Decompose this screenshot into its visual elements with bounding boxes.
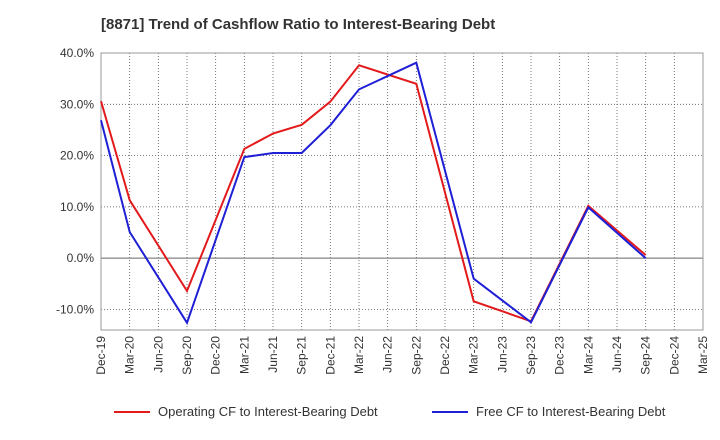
x-tick-label: Mar-20 (123, 336, 137, 374)
x-tick-label: Mar-24 (581, 336, 595, 374)
series-line-free-cf (100, 61, 647, 326)
legend-label-free-cf: Free CF to Interest-Bearing Debt (476, 404, 666, 419)
x-tick-label: Dec-19 (94, 336, 108, 375)
legend-swatch-free-cf (432, 410, 468, 413)
x-tick-label: Dec-23 (553, 336, 567, 375)
x-tick-label: Dec-20 (209, 336, 223, 375)
series-line-operating-cf (100, 64, 647, 323)
x-tick-label: Dec-21 (323, 336, 337, 375)
series-layer (100, 61, 647, 326)
x-tick-label: Jun-23 (495, 336, 509, 373)
x-tick-label: Sep-20 (180, 336, 194, 375)
y-tick-label: -10.0% (56, 302, 94, 316)
y-tick-label: 10.0% (60, 200, 94, 214)
x-tick-label: Jun-22 (381, 336, 395, 373)
x-tick-label: Mar-21 (237, 336, 251, 374)
x-tick-label: Mar-23 (467, 336, 481, 374)
grid-layer (101, 52, 703, 330)
legend-item-free-cf: Free CF to Interest-Bearing Debt (432, 404, 665, 419)
x-tick-label: Sep-23 (524, 336, 538, 375)
y-tick-label: 30.0% (60, 97, 94, 111)
x-tick-label: Dec-22 (438, 336, 452, 375)
y-tick-label: 40.0% (60, 46, 94, 60)
chart-title: [8871] Trend of Cashflow Ratio to Intere… (101, 16, 496, 33)
legend-label-operating-cf: Operating CF to Interest-Bearing Debt (158, 404, 378, 419)
y-tick-labels: -10.0% 0.0% 10.0% 20.0% 30.0% 40.0% (56, 46, 94, 316)
y-tick-label: 20.0% (60, 149, 94, 163)
x-tick-label: Dec-24 (667, 336, 681, 375)
legend-item-operating-cf: Operating CF to Interest-Bearing Debt (114, 404, 378, 419)
axis-layer (100, 52, 704, 331)
x-tick-label: Sep-24 (639, 336, 653, 375)
x-tick-label: Jun-24 (610, 336, 624, 373)
x-tick-label: Sep-21 (295, 336, 309, 375)
x-tick-labels: Dec-19 Mar-20 Jun-20 Sep-20 Dec-20 Mar-21 Jun-… (94, 336, 710, 375)
legend-swatch-operating-cf (114, 410, 150, 413)
x-tick-label: Jun-20 (151, 336, 165, 373)
y-tick-label: 0.0% (67, 251, 95, 265)
x-tick-label: Sep-22 (409, 336, 423, 375)
plot-frame (100, 52, 704, 331)
x-tick-label: Mar-22 (352, 336, 366, 374)
x-tick-label: Jun-21 (266, 336, 280, 373)
x-tick-label: Mar-25 (696, 336, 710, 374)
